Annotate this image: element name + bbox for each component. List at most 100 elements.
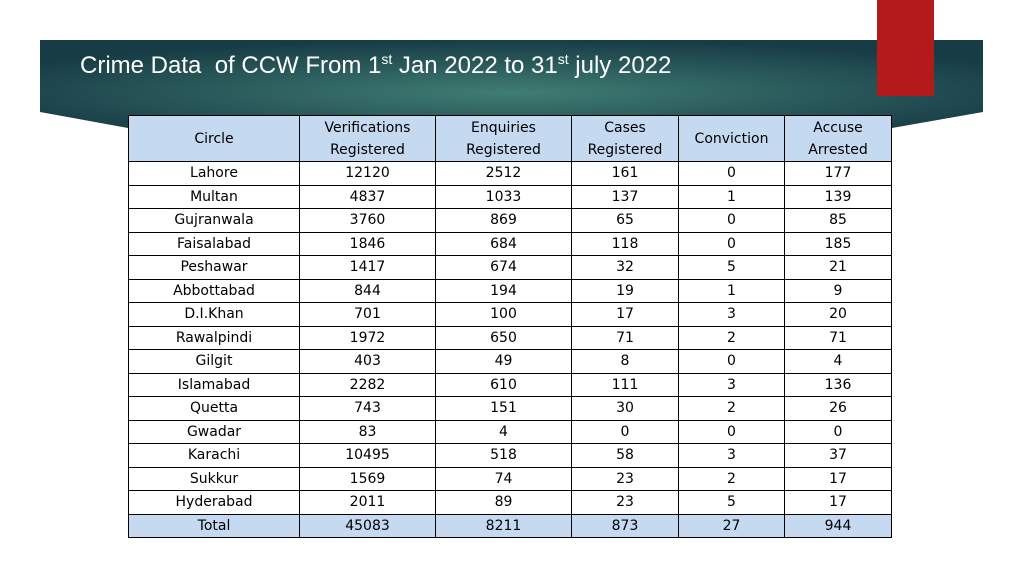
table-cell: Gujranwala xyxy=(128,208,300,233)
table-cell: 177 xyxy=(784,161,892,186)
table-cell: 1 xyxy=(678,184,785,209)
table-cell: 0 xyxy=(678,231,785,256)
slide-title: Crime Data of CCW From 1st Jan 2022 to 3… xyxy=(80,52,671,80)
table-cell: 89 xyxy=(435,490,572,515)
table-cell: 10495 xyxy=(299,443,436,468)
table-cell: Sukkur xyxy=(128,466,300,491)
table-cell: 161 xyxy=(571,161,679,186)
table-cell: 701 xyxy=(299,302,436,327)
total-cell: 8211 xyxy=(435,513,572,538)
table-cell: 85 xyxy=(784,208,892,233)
table-row: Karachi 10495 518 58 3 37 xyxy=(128,443,892,468)
title-text: Crime Data of CCW From 1 xyxy=(80,52,382,79)
table-cell: 19 xyxy=(571,278,679,303)
total-cell: Total xyxy=(128,513,300,538)
table-cell: 5 xyxy=(678,255,785,280)
table-cell: 74 xyxy=(435,466,572,491)
table-row: Gwadar 83 4 0 0 0 xyxy=(128,419,892,444)
column-header: Accuse Arrested xyxy=(784,115,892,162)
table-cell: 0 xyxy=(678,161,785,186)
table-row: Gujranwala 3760 869 65 0 85 xyxy=(128,208,892,233)
crime-table: Circle Verifications Registered Enquiries … xyxy=(128,115,892,538)
table-cell: 0 xyxy=(571,419,679,444)
table-cell: 1846 xyxy=(299,231,436,256)
title-banner xyxy=(40,40,983,128)
table-cell: 23 xyxy=(571,490,679,515)
column-header: Verifications Registered xyxy=(299,115,436,162)
table-cell: 674 xyxy=(435,255,572,280)
table-cell: 650 xyxy=(435,325,572,350)
table-cell: 194 xyxy=(435,278,572,303)
table-row: Islamabad 2282 610 111 3 136 xyxy=(128,372,892,397)
table-cell: Abbottabad xyxy=(128,278,300,303)
table-cell: 23 xyxy=(571,466,679,491)
table-row: Faisalabad 1846 684 118 0 185 xyxy=(128,231,892,256)
table-cell: 111 xyxy=(571,372,679,397)
table-cell: 4 xyxy=(435,419,572,444)
table-cell: 518 xyxy=(435,443,572,468)
column-header: Conviction xyxy=(678,115,785,162)
table-cell: 1 xyxy=(678,278,785,303)
table-cell: 17 xyxy=(784,490,892,515)
table-cell: 1569 xyxy=(299,466,436,491)
table-cell: 58 xyxy=(571,443,679,468)
table-cell: 3760 xyxy=(299,208,436,233)
column-header: Circle xyxy=(128,115,300,162)
table-row: Sukkur 1569 74 23 2 17 xyxy=(128,466,892,491)
table-cell: 139 xyxy=(784,184,892,209)
table-cell: 610 xyxy=(435,372,572,397)
table-cell: 844 xyxy=(299,278,436,303)
table-cell: 12120 xyxy=(299,161,436,186)
table-cell: 8 xyxy=(571,349,679,374)
table-cell: 0 xyxy=(678,419,785,444)
table-cell: 136 xyxy=(784,372,892,397)
table-cell: Karachi xyxy=(128,443,300,468)
table-cell: Gilgit xyxy=(128,349,300,374)
table-cell: 2282 xyxy=(299,372,436,397)
table-cell: Lahore xyxy=(128,161,300,186)
table-cell: Faisalabad xyxy=(128,231,300,256)
table-cell: 17 xyxy=(571,302,679,327)
table-cell: 185 xyxy=(784,231,892,256)
table-cell: 4837 xyxy=(299,184,436,209)
table-row: Abbottabad 844 194 19 1 9 xyxy=(128,278,892,303)
table-cell: 30 xyxy=(571,396,679,421)
table-cell: 9 xyxy=(784,278,892,303)
table-cell: 3 xyxy=(678,372,785,397)
table-cell: 21 xyxy=(784,255,892,280)
accent-tab xyxy=(877,0,934,96)
table-row: Rawalpindi 1972 650 71 2 71 xyxy=(128,325,892,350)
table-cell: 2512 xyxy=(435,161,572,186)
table-cell: 743 xyxy=(299,396,436,421)
title-superscript: st xyxy=(381,51,393,67)
table-row: Gilgit 403 49 8 0 4 xyxy=(128,349,892,374)
table-row: D.I.Khan 701 100 17 3 20 xyxy=(128,302,892,327)
table-cell: 3 xyxy=(678,443,785,468)
table-cell: 71 xyxy=(784,325,892,350)
table-cell: D.I.Khan xyxy=(128,302,300,327)
table-cell: Hyderabad xyxy=(128,490,300,515)
total-cell: 873 xyxy=(571,513,679,538)
title-text: july 2022 xyxy=(568,52,672,79)
table-cell: Peshawar xyxy=(128,255,300,280)
table-cell: 869 xyxy=(435,208,572,233)
table-cell: 137 xyxy=(571,184,679,209)
table-cell: 1033 xyxy=(435,184,572,209)
table-cell: 2 xyxy=(678,325,785,350)
table-cell: 118 xyxy=(571,231,679,256)
table-cell: Islamabad xyxy=(128,372,300,397)
total-cell: 27 xyxy=(678,513,785,538)
title-superscript: st xyxy=(557,51,569,67)
title-text: Jan 2022 to 31 xyxy=(392,52,558,79)
table-cell: 83 xyxy=(299,419,436,444)
table-cell: 2 xyxy=(678,466,785,491)
table-cell: 684 xyxy=(435,231,572,256)
table-cell: 3 xyxy=(678,302,785,327)
table-cell: Multan xyxy=(128,184,300,209)
table-cell: 100 xyxy=(435,302,572,327)
table-cell: Quetta xyxy=(128,396,300,421)
total-cell: 45083 xyxy=(299,513,436,538)
table-cell: Gwadar xyxy=(128,419,300,444)
